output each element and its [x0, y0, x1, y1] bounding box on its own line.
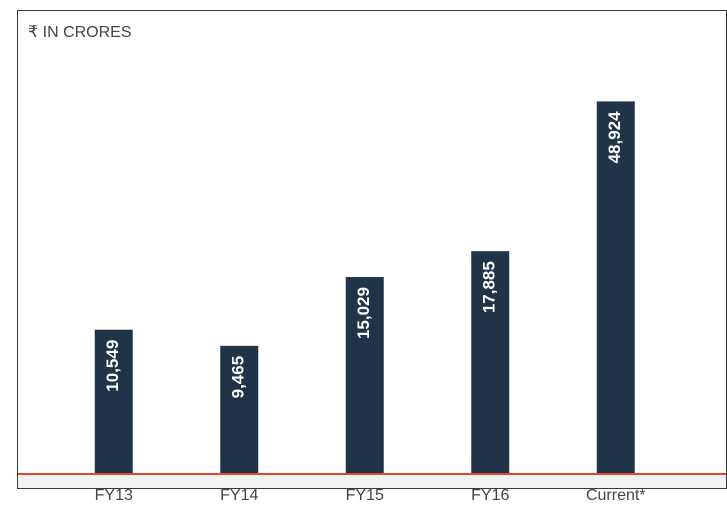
- value-label: 17,885: [480, 261, 499, 313]
- bar: [345, 277, 384, 474]
- bar: [471, 251, 510, 474]
- value-label: 48,924: [605, 111, 624, 164]
- unit-label: ₹ IN CRORES: [28, 24, 132, 41]
- bar: [94, 329, 133, 474]
- axis-band: [18, 474, 726, 488]
- x-tick-label: FY15: [346, 487, 384, 504]
- value-label: 10,549: [103, 340, 122, 392]
- bar: [220, 345, 259, 474]
- x-tick-label: FY13: [95, 487, 133, 504]
- x-tick-label: Current*: [586, 487, 646, 504]
- value-label: 9,465: [229, 356, 248, 399]
- x-tick-label: FY16: [471, 487, 509, 504]
- bar: [596, 101, 635, 474]
- x-tick-label: FY14: [220, 487, 258, 504]
- value-label: 15,029: [354, 287, 373, 339]
